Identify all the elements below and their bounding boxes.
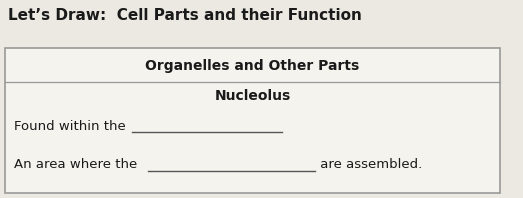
Text: An area where the: An area where the	[14, 159, 142, 171]
Text: are assembled.: are assembled.	[316, 159, 422, 171]
Text: Found within the: Found within the	[14, 120, 130, 132]
Bar	[5, 48, 500, 193]
Text: Nucleolus: Nucleolus	[214, 89, 291, 103]
Text: Organelles and Other Parts: Organelles and Other Parts	[145, 59, 360, 73]
Text: Let’s Draw:  Cell Parts and their Function: Let’s Draw: Cell Parts and their Functio…	[8, 8, 362, 23]
